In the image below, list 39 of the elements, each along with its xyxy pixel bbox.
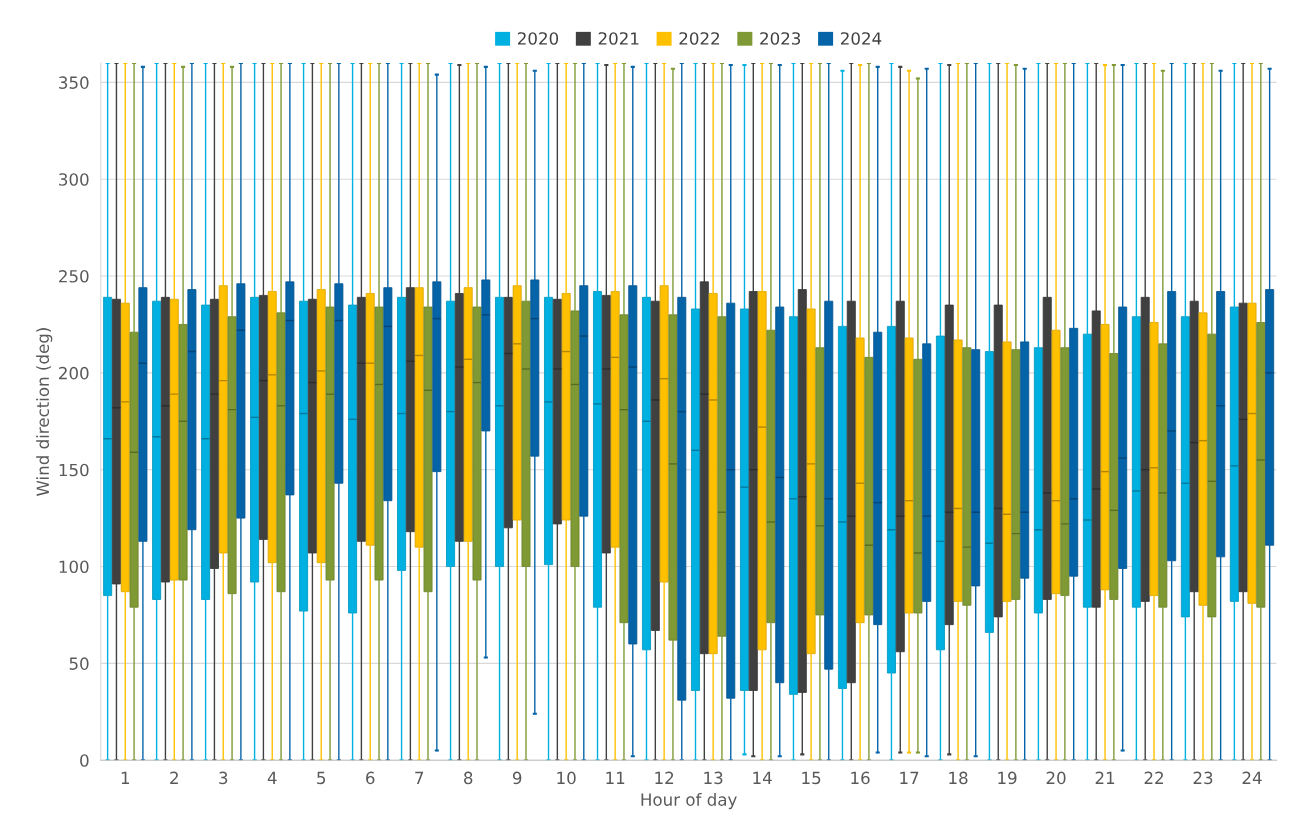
y-tick-label: 200 <box>59 366 89 380</box>
y-tick-label: 150 <box>59 463 89 477</box>
x-tick-label: 18 <box>949 771 968 785</box>
y-axis-title: Wind direction (deg) <box>36 328 53 497</box>
x-tick-label: 20 <box>1046 771 1066 785</box>
y-tick-label: 250 <box>59 270 89 283</box>
y-tick-label: 100 <box>59 560 89 574</box>
x-tick-label: 19 <box>998 771 1017 785</box>
x-tick-label: 3 <box>219 771 228 785</box>
x-tick-label: 16 <box>851 771 870 785</box>
y-tick-label: 50 <box>69 657 89 670</box>
x-tick-label: 7 <box>415 771 424 784</box>
y-tick-label: 350 <box>59 76 89 89</box>
x-tick-label: 5 <box>317 771 326 785</box>
x-tick-label: 13 <box>704 771 723 785</box>
x-tick-label: 1 <box>121 771 130 784</box>
x-tick-label: 10 <box>557 771 576 785</box>
x-tick-label: 11 <box>606 771 625 784</box>
y-tick-label: 0 <box>80 754 89 767</box>
x-tick-label: 22 <box>1144 771 1163 784</box>
x-tick-label: 23 <box>1193 771 1213 785</box>
x-tick-label: 12 <box>655 771 674 784</box>
x-tick-label: 4 <box>267 771 277 784</box>
legend-label: 2022 <box>679 32 720 45</box>
x-tick-label: 9 <box>512 771 522 785</box>
legend-label: 2020 <box>517 32 559 45</box>
x-tick-label: 2 <box>170 771 178 784</box>
x-axis-title: Hour of day <box>641 793 737 810</box>
x-tick-label: 21 <box>1095 771 1115 784</box>
x-tick-label: 24 <box>1242 771 1262 784</box>
x-tick-label: 8 <box>464 771 473 785</box>
legend-label: 2021 <box>598 32 639 45</box>
x-tick-label: 14 <box>753 771 772 784</box>
y-tick-label: 300 <box>59 173 89 186</box>
x-tick-label: 17 <box>900 771 919 784</box>
x-tick-label: 15 <box>802 771 821 785</box>
x-tick-label: 6 <box>366 771 375 785</box>
legend-label: 2023 <box>760 32 801 45</box>
legend-label: 2024 <box>840 32 882 45</box>
